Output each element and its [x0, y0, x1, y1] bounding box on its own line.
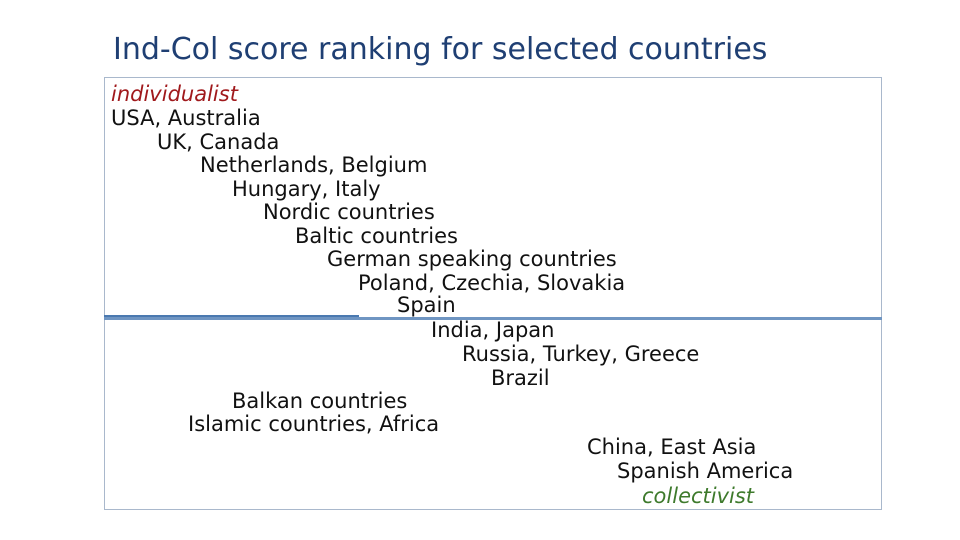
rank-india-japan: India, Japan	[431, 318, 555, 342]
pole-collectivist: collectivist	[642, 484, 755, 508]
rank-poland-czechia-slovakia: Poland, Czechia, Slovakia	[358, 271, 626, 295]
rank-china-east-asia: China, East Asia	[587, 435, 757, 459]
rank-russia-turkey-greece: Russia, Turkey, Greece	[462, 342, 700, 366]
rank-uk-canada: UK, Canada	[157, 130, 280, 154]
rank-balkan-countries: Balkan countries	[232, 389, 408, 413]
rank-brazil: Brazil	[491, 366, 550, 390]
midpoint-divider	[104, 317, 882, 320]
rank-hungary-italy: Hungary, Italy	[232, 177, 381, 201]
rank-spanish-america: Spanish America	[617, 459, 794, 483]
rank-islamic-africa: Islamic countries, Africa	[188, 412, 440, 436]
ranking-frame	[104, 77, 882, 510]
rank-german-speaking: German speaking countries	[327, 247, 617, 271]
rank-baltic-countries: Baltic countries	[295, 224, 458, 248]
rank-nordic-countries: Nordic countries	[263, 200, 435, 224]
rank-netherlands-belgium: Netherlands, Belgium	[200, 153, 428, 177]
divider-accent	[104, 315, 359, 317]
rank-usa-australia: USA, Australia	[111, 106, 261, 130]
slide-title: Ind-Col score ranking for selected count…	[113, 32, 768, 67]
pole-individualist: individualist	[111, 82, 238, 106]
rank-spain: Spain	[397, 293, 456, 317]
